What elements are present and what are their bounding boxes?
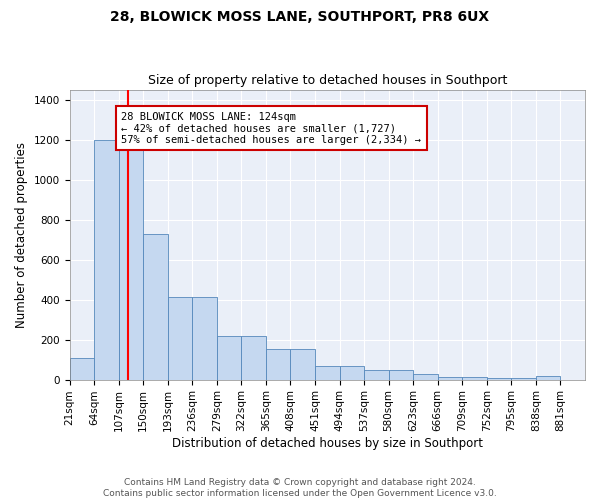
Bar — [217, 336, 241, 380]
Text: 28 BLOWICK MOSS LANE: 124sqm
← 42% of detached houses are smaller (1,727)
57% of: 28 BLOWICK MOSS LANE: 124sqm ← 42% of de… — [121, 112, 421, 145]
Bar — [462, 376, 487, 380]
Bar — [340, 366, 364, 380]
Bar — [364, 370, 389, 380]
Bar — [487, 378, 511, 380]
Bar — [389, 370, 413, 380]
Bar — [511, 378, 536, 380]
Bar — [438, 376, 462, 380]
Bar — [241, 336, 266, 380]
Bar — [315, 366, 340, 380]
Bar — [143, 234, 168, 380]
Bar — [119, 140, 143, 380]
Bar — [70, 358, 94, 380]
Title: Size of property relative to detached houses in Southport: Size of property relative to detached ho… — [148, 74, 507, 87]
Y-axis label: Number of detached properties: Number of detached properties — [15, 142, 28, 328]
Bar — [168, 296, 192, 380]
Text: 28, BLOWICK MOSS LANE, SOUTHPORT, PR8 6UX: 28, BLOWICK MOSS LANE, SOUTHPORT, PR8 6U… — [110, 10, 490, 24]
X-axis label: Distribution of detached houses by size in Southport: Distribution of detached houses by size … — [172, 437, 483, 450]
Bar — [94, 140, 119, 380]
Text: Contains HM Land Registry data © Crown copyright and database right 2024.
Contai: Contains HM Land Registry data © Crown c… — [103, 478, 497, 498]
Bar — [413, 374, 438, 380]
Bar — [192, 296, 217, 380]
Bar — [290, 348, 315, 380]
Bar — [266, 348, 290, 380]
Bar — [536, 376, 560, 380]
